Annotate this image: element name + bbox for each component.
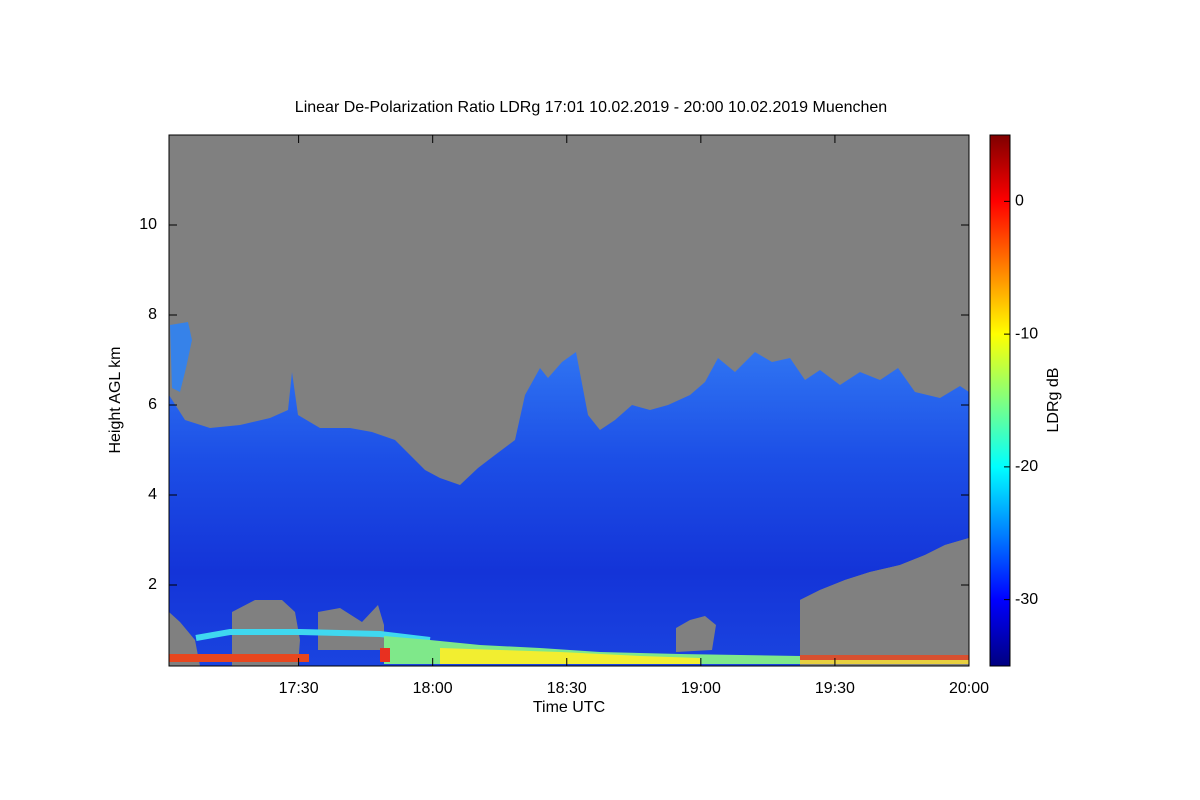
x-tick-label: 19:00 — [681, 680, 721, 697]
surface-layer — [800, 655, 969, 660]
plot-field — [169, 135, 969, 666]
colorbar-tick-label: 0 — [1015, 193, 1024, 210]
surface-layer — [380, 648, 390, 662]
gap — [800, 538, 969, 666]
colorbar-tick-label: -20 — [1015, 458, 1038, 475]
surface-layer — [169, 654, 309, 662]
x-tick-label: 19:30 — [815, 680, 855, 697]
x-tick-label: 17:30 — [279, 680, 319, 697]
y-tick-label: 6 — [148, 396, 157, 413]
boundary-layer — [195, 629, 431, 643]
x-tick-label: 18:00 — [413, 680, 453, 697]
colorbar — [989, 134, 1011, 667]
y-axis-label: Height AGL km — [107, 346, 124, 453]
y-tick-label: 2 — [148, 576, 157, 593]
gap — [676, 616, 716, 652]
boundary-layer — [440, 648, 700, 664]
x-axis-label: Time UTC — [533, 699, 605, 716]
surface-layer — [800, 660, 969, 664]
colorbar-tick-label: -10 — [1015, 325, 1038, 342]
x-tick-label: 20:00 — [949, 680, 989, 697]
colorbar-tick-label: -30 — [1015, 591, 1038, 608]
gap — [169, 612, 200, 666]
gap — [318, 605, 384, 650]
plot-frame — [168, 134, 970, 667]
y-tick-label: 8 — [148, 306, 157, 323]
chart-title: Linear De-Polarization Ratio LDRg 17:01 … — [295, 99, 887, 116]
x-tick-label: 18:30 — [547, 680, 587, 697]
colorbar-label: LDRg dB — [1045, 368, 1062, 433]
cloud-patch — [170, 322, 192, 392]
y-tick-label: 10 — [139, 216, 157, 233]
cloud-field — [169, 352, 969, 666]
y-tick-label: 4 — [148, 486, 157, 503]
